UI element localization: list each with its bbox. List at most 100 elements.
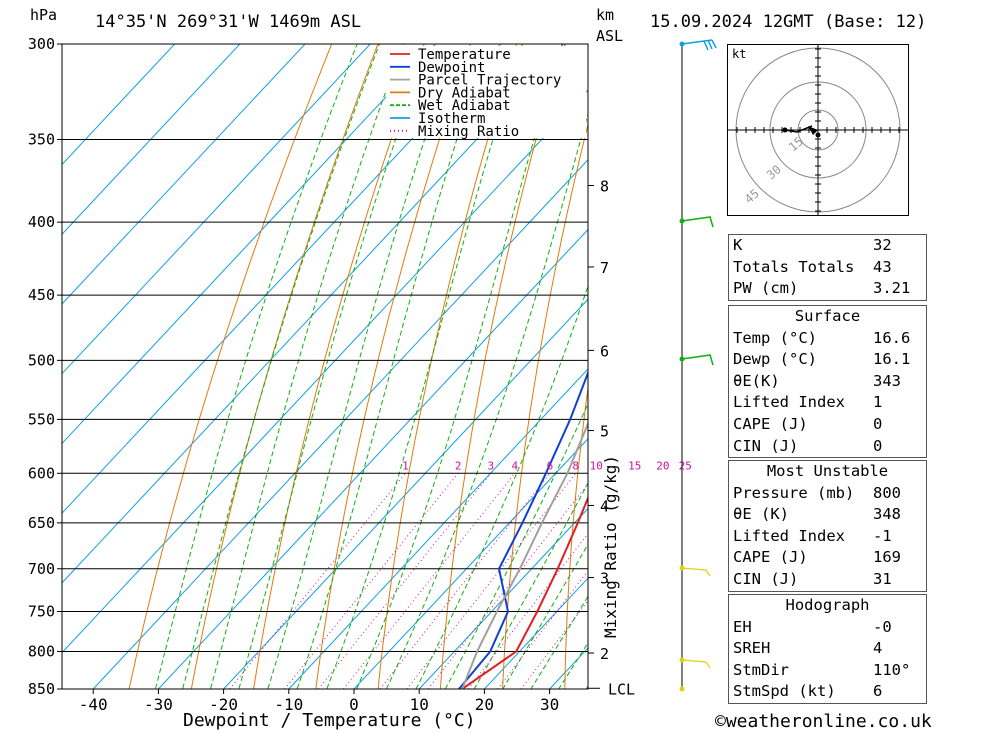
mixing-ratio-line [229,472,406,689]
wind-barb [681,39,717,51]
dry-adiabat-line [627,23,707,689]
index-row: K 32 [733,236,892,254]
wet-adiabat-line [296,44,489,689]
isotherm-line [62,44,176,166]
mixing-ratio-label: 3 [488,459,495,472]
pressure-tick-label: 550 [28,410,55,428]
datetime-title: 15.09.2024 12GMT (Base: 12) [650,12,927,32]
wet-adiabat-line [502,543,588,689]
hodograph-row: EH -0 [733,617,892,636]
dry-adiabat-line [253,44,425,689]
mixing-ratio-label: 2 [455,459,462,472]
mixing-ratio-label: 1 [402,459,409,472]
surface-row: Dewp (°C) 16.1 [733,350,911,369]
isotherm-line [62,44,371,375]
wet-adiabat-line [444,402,588,689]
lcl-label: LCL [608,680,635,698]
surface-row: Lifted Index 1 [733,393,883,412]
profile-dewpoint [458,370,588,689]
isotherm-line [418,507,588,689]
storm-motion-point [815,132,821,138]
pressure-tick-label: 650 [28,514,55,532]
wind-barb [681,567,711,577]
wet-adiabat-line [473,482,588,689]
mixing-ratio-line [379,472,551,689]
most-unstable-row: CIN (J) 31 [733,569,892,588]
pressure-unit-label: hPa [30,6,58,24]
hodograph-row: StmSpd (kt) 6 [733,682,883,701]
profile-parcel-trajectory [461,421,588,689]
most-unstable-table: Most Unstable Pressure (mb) 800 θE (K) 348… [728,460,927,592]
index-row: Totals Totals 43 [733,257,892,276]
dry-adiabat-line [966,23,1000,689]
pressure-tick-label: 450 [28,286,55,304]
copyright-footer: ©weatheronline.co.uk [715,711,932,732]
wind-barb [681,659,711,669]
isotherm-line [353,437,588,689]
hodograph-table-title: Hodograph [785,596,870,614]
x-axis-label: Dewpoint / Temperature (°C) [183,710,476,731]
km-unit-label: km [596,6,615,24]
profile-temperature [461,495,588,689]
index-row: PW (cm) 3.21 [733,279,911,298]
mixing-ratio-label: 4 [512,459,519,472]
hodograph-table: Hodograph EH -0 SREH 4 StmDir 110° StmSpd (… [728,594,927,704]
temperature-tick-label: 10 [410,695,429,714]
pressure-tick-label: 700 [28,560,55,578]
pressure-tick-label: 500 [28,351,55,369]
pressure-tick-label: 600 [28,464,55,482]
legend-label: Isotherm [418,111,485,127]
height-tick-label: 2 [600,645,609,663]
mixing-ratio-line [427,483,588,689]
hodograph-unit: kt [732,47,746,61]
height-tick-label: 8 [600,177,609,195]
mixing-ratio-label: 8 [572,459,579,472]
isotherm-line [288,368,588,689]
dry-adiabat-line [128,44,333,689]
wet-adiabat-line [326,44,523,689]
legend-label: Wet Adiabat [418,98,511,114]
mixing-ratio-line [497,570,588,689]
pressure-tick-label: 750 [28,602,55,620]
surface-title: Surface [794,307,861,325]
wet-adiabat-line [415,284,588,689]
height-tick-label: 4 [600,497,609,515]
legend-label: Dewpoint [418,60,485,76]
isotherm-line [62,44,241,235]
dry-adiabat-line [502,122,588,689]
isotherm-line [158,228,588,689]
isotherm-line [223,298,588,689]
legend-label: Temperature [418,47,511,63]
pressure-tick-label: 400 [28,213,55,231]
pressure-tick-label: 800 [28,642,55,660]
mixing-ratio-line [318,472,492,689]
pressure-tick-label: 300 [28,35,55,53]
height-tick-label: 5 [600,423,609,441]
isotherm-line [62,44,306,305]
temperature-tick-label: -40 [79,695,108,714]
mixing-ratio-label: 20 [656,459,669,472]
most-unstable-title: Most Unstable [766,462,889,480]
dry-adiabat-line [377,44,518,689]
legend-label: Mixing Ratio [418,124,519,140]
temperature-tick-label: 30 [540,695,559,714]
most-unstable-row: CAPE (J) 169 [733,548,901,567]
wet-adiabat-line [356,44,563,689]
surface-row: θE(K) 343 [733,371,901,390]
wind-barb-point [679,686,685,692]
surface-row: CIN (J) 0 [733,436,883,455]
height-tick-label: 6 [600,342,609,360]
wet-adiabat-line [267,44,458,689]
wet-adiabat-line [385,112,588,689]
most-unstable-row: θE (K) 348 [733,505,901,524]
dry-adiabat-line [190,44,379,689]
mixing-ratio-axis-label: Mixing Ratio (g/kg) [601,454,620,638]
hodograph: kt 15 30 45 [727,44,909,216]
wet-adiabat-line [238,44,430,689]
temperature-tick-label: -20 [209,695,238,714]
pressure-tick-label: 350 [28,130,55,148]
legend-label: Dry Adiabat [418,85,511,101]
mixing-ratio-line [343,472,516,689]
wet-adiabat-line [182,44,381,689]
